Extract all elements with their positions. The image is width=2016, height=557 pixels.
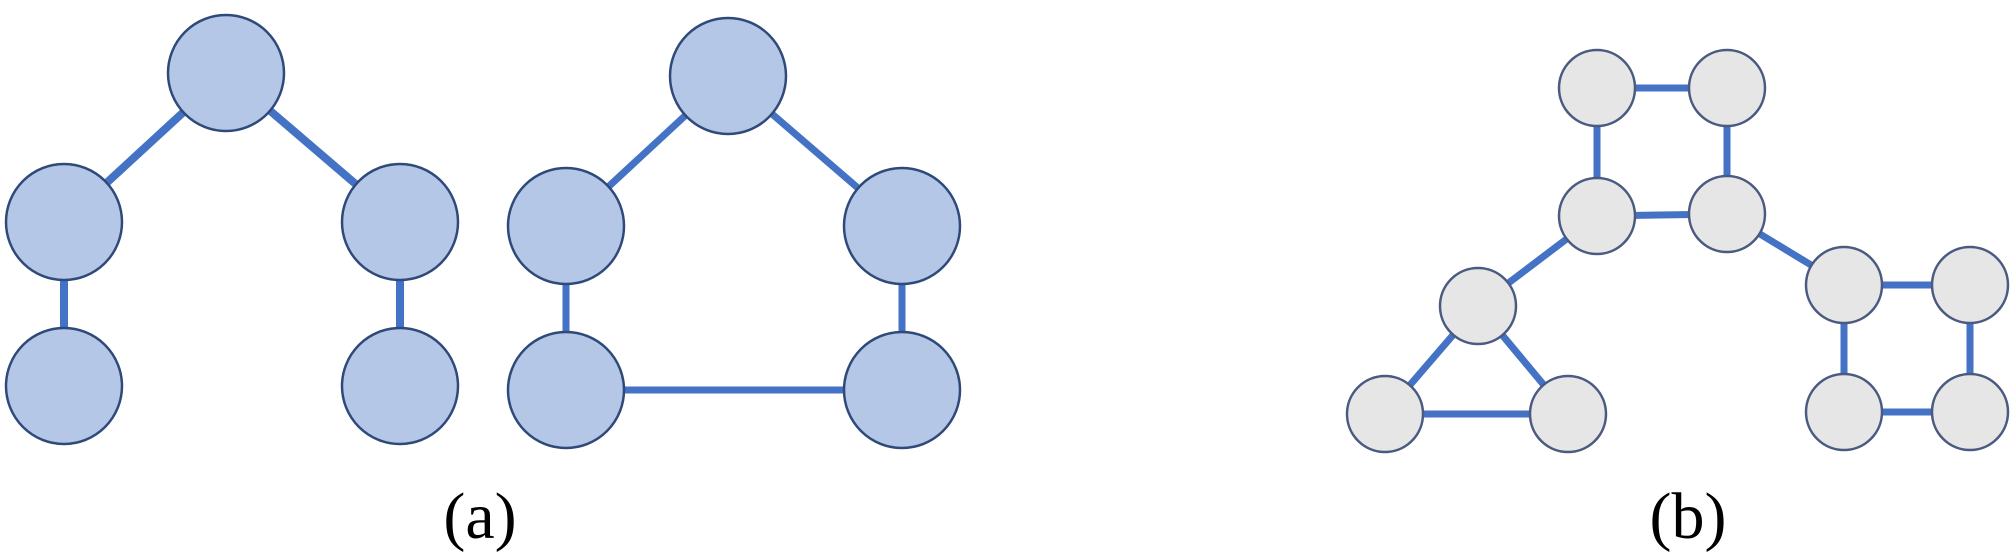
caption-b: (b) [1650,480,1727,553]
graph-node [1689,50,1765,126]
graph-motifs [1347,50,2008,452]
graph-node [6,164,122,280]
graph-cycle [508,18,960,448]
graph-node [1932,247,2008,323]
graph-node [670,18,786,134]
graph-node [1806,247,1882,323]
panel-b: (b) [1347,50,2008,553]
graph-node [508,168,624,284]
graph-node [1347,376,1423,452]
graph-node [844,332,960,448]
graph-node [1440,268,1516,344]
graph-node [844,168,960,284]
graph-node [6,328,122,444]
caption-a: (a) [443,480,516,553]
graph-node [1559,178,1635,254]
graph-tree [6,15,458,444]
graph-node [342,328,458,444]
graph-node [168,15,284,131]
graph-node [1530,376,1606,452]
panel-a: (a) [6,15,960,553]
graph-node [1689,176,1765,252]
graph-node [342,164,458,280]
graph-node [1932,374,2008,450]
graph-node [1806,374,1882,450]
graph-node [508,332,624,448]
graph-node [1559,50,1635,126]
